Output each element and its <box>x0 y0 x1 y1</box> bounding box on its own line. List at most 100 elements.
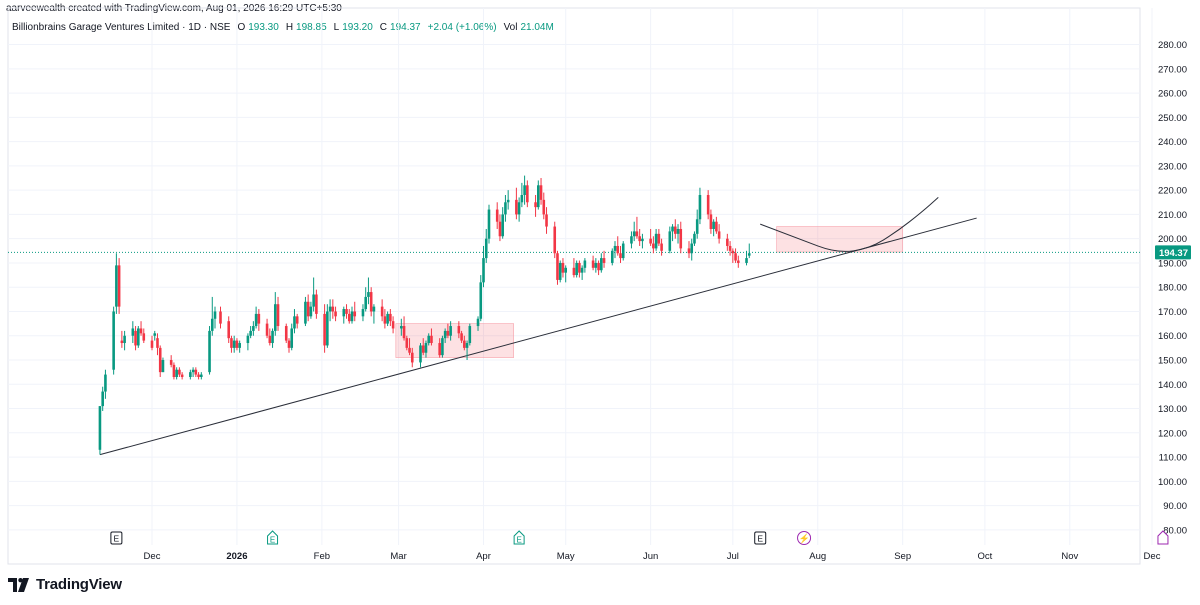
candle[interactable] <box>441 335 444 358</box>
candle[interactable] <box>142 328 146 344</box>
candle[interactable] <box>315 289 318 319</box>
candle[interactable] <box>252 321 255 336</box>
candle[interactable] <box>578 260 581 278</box>
candle[interactable] <box>693 231 696 246</box>
candle[interactable] <box>745 250 748 266</box>
candle[interactable] <box>137 326 140 348</box>
candle[interactable] <box>468 323 472 346</box>
candle[interactable] <box>638 228 641 246</box>
candles[interactable] <box>98 175 751 455</box>
candle[interactable] <box>430 328 433 346</box>
candle[interactable] <box>227 316 231 344</box>
candle[interactable] <box>712 219 715 237</box>
candle[interactable] <box>328 299 332 322</box>
candle[interactable] <box>331 299 335 319</box>
candle[interactable] <box>575 260 578 278</box>
candle[interactable] <box>602 250 606 268</box>
symbol-name[interactable]: Billionbrains Garage Ventures Limited · … <box>12 22 231 33</box>
candle[interactable] <box>506 190 510 210</box>
trendline[interactable] <box>99 217 977 456</box>
candle[interactable] <box>591 255 595 271</box>
candle[interactable] <box>726 233 729 251</box>
candle[interactable] <box>619 245 622 263</box>
candle[interactable] <box>115 253 118 314</box>
candle[interactable] <box>175 367 178 380</box>
candle[interactable] <box>717 224 721 244</box>
candle[interactable] <box>564 265 567 283</box>
candle[interactable] <box>290 323 294 351</box>
candle[interactable] <box>334 306 337 322</box>
candle[interactable] <box>257 309 261 331</box>
candle[interactable] <box>572 258 576 278</box>
candle[interactable] <box>246 333 250 351</box>
candle[interactable] <box>427 333 431 346</box>
candle[interactable] <box>238 340 241 353</box>
candle[interactable] <box>369 287 373 317</box>
candle[interactable] <box>482 245 485 288</box>
candle[interactable] <box>501 207 504 239</box>
candle[interactable] <box>630 231 633 249</box>
candle[interactable] <box>652 236 655 254</box>
candle[interactable] <box>153 330 157 341</box>
candle[interactable] <box>561 258 565 278</box>
dividend-event-icon[interactable] <box>1157 530 1169 545</box>
candle[interactable] <box>400 318 403 336</box>
candle[interactable] <box>112 306 115 375</box>
candle[interactable] <box>457 321 461 339</box>
candle[interactable] <box>150 335 154 351</box>
candle[interactable] <box>676 224 680 244</box>
candle[interactable] <box>380 299 384 322</box>
candle[interactable] <box>537 180 540 210</box>
candle[interactable] <box>709 209 713 234</box>
candle[interactable] <box>698 187 702 225</box>
candle[interactable] <box>139 321 143 336</box>
candle[interactable] <box>635 216 639 239</box>
candle[interactable] <box>600 253 603 273</box>
candle[interactable] <box>293 309 296 334</box>
candle[interactable] <box>449 321 452 341</box>
candle[interactable] <box>156 333 159 356</box>
candle[interactable] <box>545 207 548 234</box>
candle[interactable] <box>495 202 499 229</box>
candle[interactable] <box>104 369 107 399</box>
candle[interactable] <box>498 214 502 242</box>
candle[interactable] <box>391 316 395 334</box>
candle[interactable] <box>594 258 598 273</box>
candle[interactable] <box>191 367 195 377</box>
candle[interactable] <box>323 304 326 353</box>
candle[interactable] <box>235 338 239 351</box>
earnings-event-icon[interactable]: E <box>754 531 767 545</box>
candle[interactable] <box>180 372 184 380</box>
candle[interactable] <box>120 330 124 348</box>
candle[interactable] <box>158 345 162 377</box>
candle[interactable] <box>476 316 480 331</box>
candle[interactable] <box>690 238 694 261</box>
candle[interactable] <box>405 335 409 351</box>
candle[interactable] <box>484 228 488 263</box>
candle[interactable] <box>671 224 674 242</box>
candle[interactable] <box>287 338 291 353</box>
candle[interactable] <box>421 338 425 356</box>
candle[interactable] <box>556 250 559 285</box>
candle[interactable] <box>189 369 192 380</box>
candle[interactable] <box>621 241 625 261</box>
candle[interactable] <box>98 406 102 455</box>
candle[interactable] <box>249 326 252 339</box>
candle[interactable] <box>558 260 562 283</box>
candle[interactable] <box>342 306 346 324</box>
rectangle-zone[interactable] <box>395 323 514 358</box>
candle[interactable] <box>123 330 126 351</box>
candle[interactable] <box>737 255 740 268</box>
candle[interactable] <box>408 338 411 356</box>
drawings[interactable] <box>8 197 1140 456</box>
candle[interactable] <box>271 328 274 348</box>
candle[interactable] <box>747 243 751 259</box>
candle[interactable] <box>424 340 428 358</box>
candle[interactable] <box>515 187 518 220</box>
candle[interactable] <box>465 340 469 361</box>
candle[interactable] <box>715 216 718 234</box>
candle[interactable] <box>487 204 491 244</box>
candle[interactable] <box>402 316 406 341</box>
candle[interactable] <box>304 296 307 327</box>
candle[interactable] <box>284 323 288 344</box>
